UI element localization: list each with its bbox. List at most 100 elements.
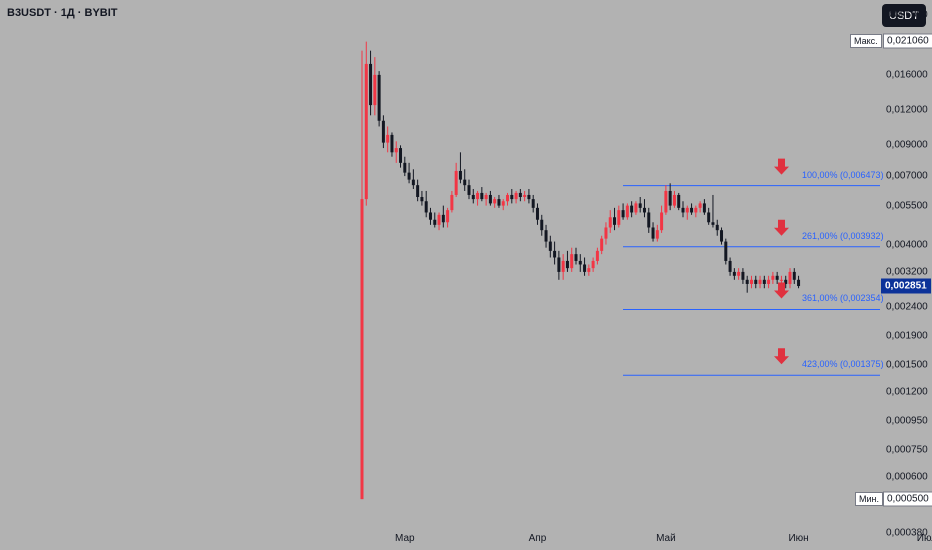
candle (767, 275, 771, 289)
candle (424, 190, 428, 218)
candle (386, 126, 390, 153)
candle (728, 257, 732, 276)
candle (493, 197, 497, 208)
candle-body (403, 162, 407, 173)
fib-label: 261,00% (0,003932) (802, 230, 884, 241)
candle (715, 219, 719, 236)
candle (535, 203, 539, 225)
candle-body (728, 260, 732, 272)
candle (446, 207, 450, 228)
candle-body (369, 63, 373, 106)
candle (458, 152, 462, 184)
candle-body (749, 279, 753, 284)
candle-body (754, 279, 758, 284)
candle-body (394, 148, 398, 153)
candle-body (501, 201, 505, 206)
candle-body (707, 212, 711, 223)
price-tick: 0,000750 (886, 444, 928, 455)
candle (518, 188, 522, 202)
candle (792, 268, 796, 284)
candle-body (399, 148, 403, 163)
candle-body (540, 219, 544, 231)
candle-body (484, 194, 488, 200)
candle-body (411, 179, 415, 186)
candle-body (523, 194, 527, 198)
candle (681, 201, 685, 218)
max-value: 0,021060 (883, 33, 932, 49)
candle (428, 207, 432, 225)
candle-body (506, 194, 510, 202)
candle (720, 227, 724, 245)
candle (685, 205, 689, 220)
month-label: Июл (916, 533, 932, 544)
candle-body (416, 185, 420, 198)
candle (758, 275, 762, 289)
candle (690, 203, 694, 215)
candle (595, 247, 599, 265)
candle-body (604, 227, 608, 239)
candle (364, 41, 368, 206)
candle (467, 179, 471, 200)
candle-body (553, 250, 557, 258)
candle-body (433, 219, 437, 225)
candle-body (681, 207, 685, 213)
price-tick: 0,001200 (886, 386, 928, 398)
min-label: Мин. (855, 492, 883, 507)
candle (737, 268, 741, 280)
candle-body (638, 203, 642, 208)
candle (557, 250, 561, 280)
candle (651, 222, 655, 242)
candle (394, 141, 398, 163)
candle (369, 50, 373, 116)
candle (797, 275, 801, 289)
candle-body (565, 260, 569, 269)
down-arrow-icon (774, 219, 789, 236)
candle (501, 199, 505, 211)
month-label: Мар (395, 533, 415, 544)
candle-body (625, 205, 629, 218)
candle-body (471, 194, 475, 200)
candle-body (595, 250, 599, 261)
price-tick: 0,005500 (886, 200, 928, 212)
candle (672, 190, 676, 208)
candle-body (660, 212, 664, 231)
candle-body (690, 207, 694, 213)
down-arrow-icon (774, 282, 789, 299)
candle (754, 275, 758, 289)
candle (660, 205, 664, 233)
candle (437, 212, 441, 231)
candle-body (535, 207, 539, 220)
candle-body (480, 192, 484, 200)
candle (471, 188, 475, 204)
price-tick: 0,001900 (886, 330, 928, 342)
candle-body (672, 194, 676, 206)
max-label: Макс. (850, 34, 882, 49)
candles (360, 41, 801, 500)
candle-body (467, 185, 471, 195)
candle (416, 179, 420, 202)
candle (463, 169, 467, 191)
price-tick: 0,004000 (886, 239, 928, 251)
candle-body (437, 214, 441, 225)
candle-body (360, 199, 364, 500)
candle (450, 190, 454, 213)
fib-label: 423,00% (0,001375) (802, 359, 884, 370)
candle-body (591, 260, 595, 269)
candle (488, 190, 492, 206)
candle (655, 224, 659, 242)
candle-body (548, 241, 552, 251)
candle-body (557, 257, 561, 272)
candle (702, 199, 706, 215)
candle (583, 257, 587, 276)
price-tick: 0,009000 (886, 139, 928, 151)
candle (698, 201, 702, 213)
candle-body (613, 217, 617, 225)
candle-body (561, 260, 565, 272)
candle (745, 275, 749, 293)
candle-body (634, 203, 638, 213)
candle (506, 192, 510, 206)
candle (604, 222, 608, 245)
currency-button[interactable]: USDT (882, 4, 926, 27)
candle-body (488, 194, 492, 204)
candle-body (420, 197, 424, 202)
